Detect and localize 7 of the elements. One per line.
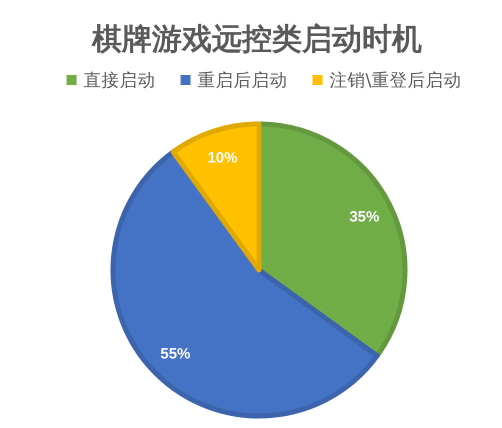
data-label: 10% (207, 150, 238, 167)
data-label: 55% (160, 346, 190, 363)
legend-label: 直接启动 (84, 71, 156, 91)
legend-label: 重启后启动 (198, 71, 288, 91)
data-label: 35% (349, 208, 380, 226)
legend-label: 注销\重登后启动 (330, 71, 462, 91)
title: 棋牌游戏远控类启动时机 (92, 23, 422, 56)
